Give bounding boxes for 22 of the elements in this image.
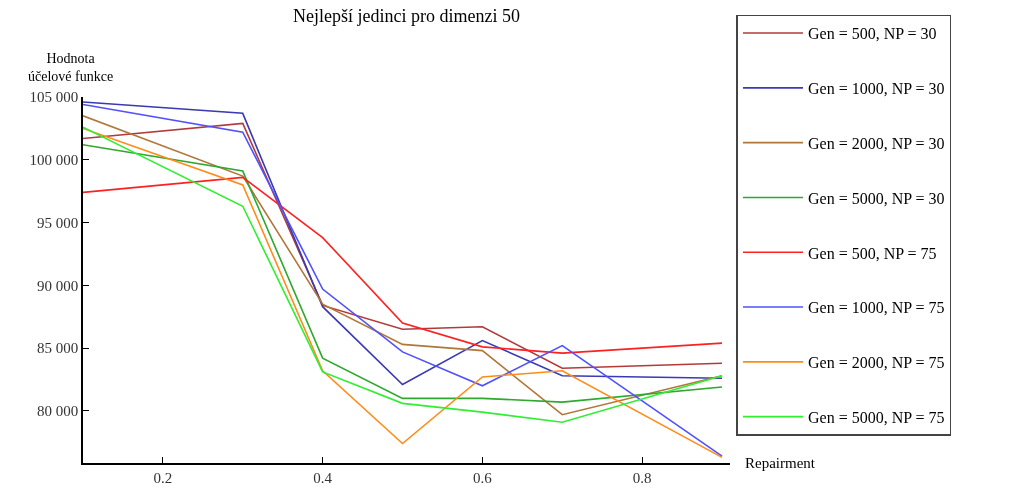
y-tick-label: 90 000: [37, 277, 79, 294]
legend-label: Gen = 2000, NP = 30: [807, 134, 945, 152]
legend-label: Gen = 2000, NP = 75: [807, 354, 945, 372]
legend-label: Gen = 500, NP = 30: [807, 25, 937, 43]
y-tick-label: 105 000: [29, 89, 79, 106]
legend-label: Gen = 500, NP = 75: [807, 244, 937, 262]
x-tick-label: 0.4: [313, 469, 333, 486]
x-tick-label: 0.2: [153, 469, 173, 486]
legend-label: Gen = 1000, NP = 30: [807, 80, 945, 98]
legend-label: Gen = 5000, NP = 30: [807, 189, 945, 207]
y-tick-label: 100 000: [29, 152, 79, 169]
chart-title: Nejlepší jedinci pro dimenzi 50: [293, 5, 520, 26]
x-tick-label: 0.6: [473, 469, 493, 486]
legend-label: Gen = 5000, NP = 75: [807, 408, 945, 426]
y-tick-label: 85 000: [37, 340, 79, 357]
y-axis-title: Hodnota účelové funkce: [28, 51, 114, 85]
legend-label: Gen = 1000, NP = 75: [807, 299, 945, 317]
y-tick-label: 95 000: [37, 214, 79, 231]
x-axis-title: Repairment: [745, 455, 816, 471]
y-tick-label: 80 000: [37, 403, 79, 420]
line-series: [83, 176, 723, 354]
x-tick-label: 0.8: [632, 469, 652, 486]
